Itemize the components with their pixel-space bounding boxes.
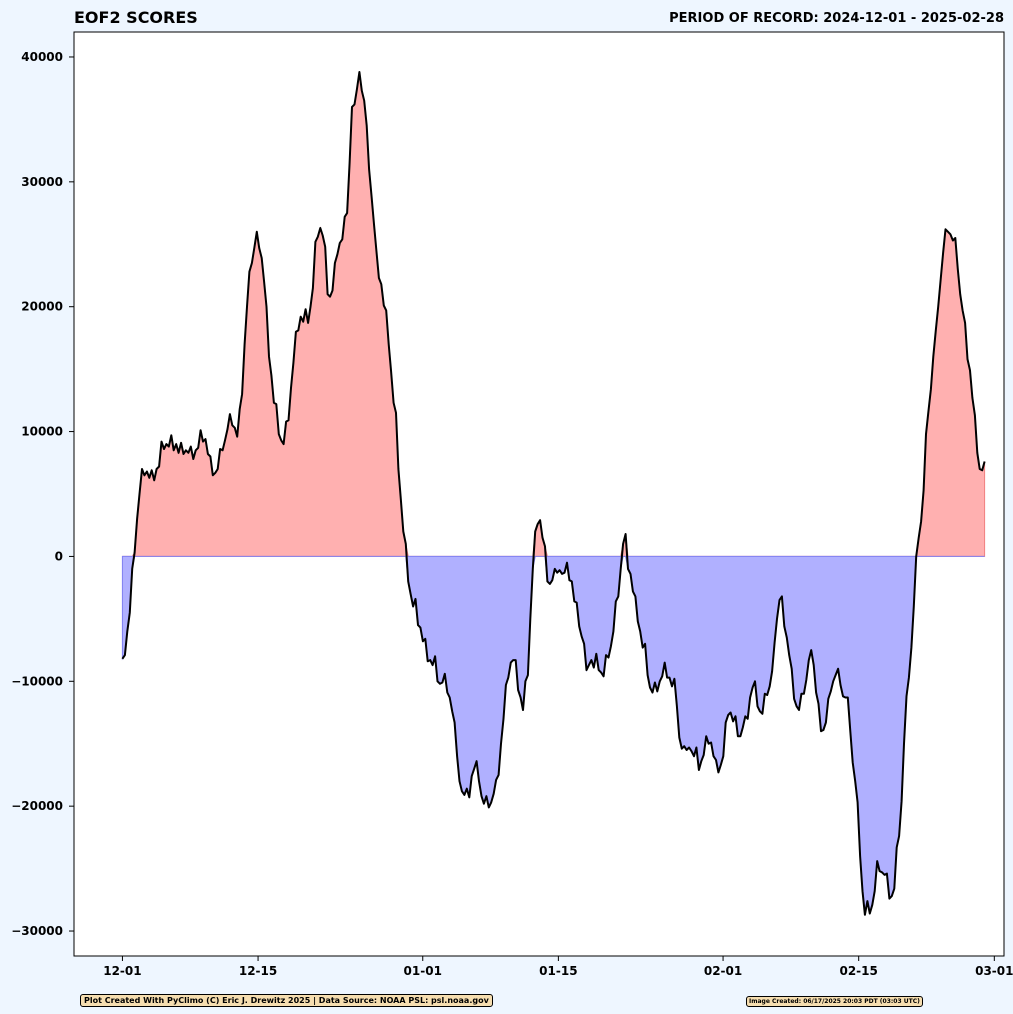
plot-frame — [73, 31, 1005, 957]
y-tick-label: 20000 — [21, 300, 63, 314]
x-tick-label: 01-15 — [539, 964, 577, 978]
y-tick-label: 30000 — [21, 175, 63, 189]
x-tick-label: 12-15 — [239, 964, 277, 978]
y-tick-label: −30000 — [11, 924, 63, 938]
x-tick-label: 03-01 — [975, 964, 1013, 978]
x-tick-label: 12-01 — [103, 964, 141, 978]
y-tick-label: −20000 — [11, 799, 63, 813]
chart-title: EOF2 SCORES — [74, 8, 198, 27]
image-created-badge: Image Created: 06/17/2025 20:03 PDT (03:… — [746, 996, 923, 1007]
y-tick-label: −10000 — [11, 674, 63, 688]
x-tick-label: 01-01 — [404, 964, 442, 978]
x-tick-label: 02-15 — [839, 964, 877, 978]
chart-subtitle: PERIOD OF RECORD: 2024-12-01 - 2025-02-2… — [669, 11, 1004, 26]
y-tick-label: 40000 — [21, 50, 63, 64]
y-tick-label: 0 — [55, 549, 63, 563]
credit-badge: Plot Created With PyClimo (C) Eric J. Dr… — [80, 994, 493, 1007]
series-line — [121, 71, 986, 916]
x-tick-label: 02-01 — [704, 964, 742, 978]
y-tick-label: 10000 — [21, 425, 63, 439]
